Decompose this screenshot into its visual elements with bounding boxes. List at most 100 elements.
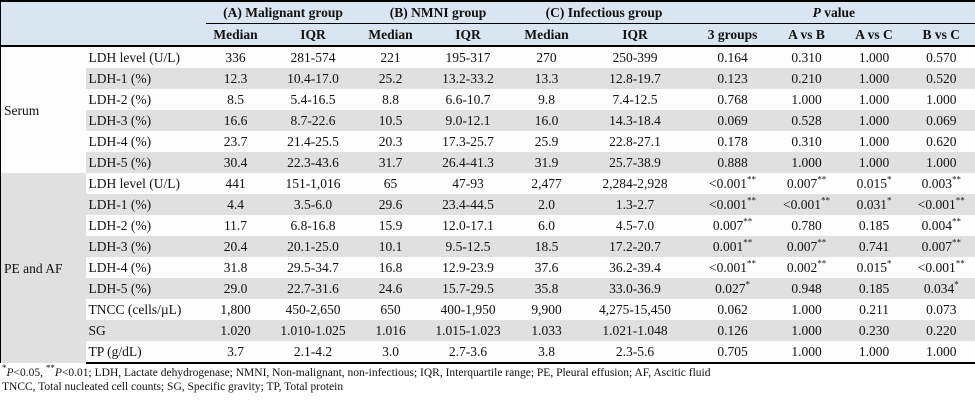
value-cell: 3.8 xyxy=(515,341,578,364)
value-cell: 20.3 xyxy=(360,131,421,152)
table-footnote: *P<0.05, **P<0.01; LDH, Lactate dehydrog… xyxy=(0,364,975,394)
value-cell: 1.020 xyxy=(205,320,266,341)
value-cell: 650 xyxy=(360,299,421,320)
value-cell: 0.741 xyxy=(840,236,908,257)
row-label: TNCC (cells/µL) xyxy=(85,299,206,320)
table-row: Serum LDH level (U/L) 336 281-574 221 195-317… xyxy=(0,46,975,173)
value-cell: 65 xyxy=(360,173,421,194)
value-cell: 13.2-33.2 xyxy=(420,68,516,89)
value-cell: 2.1-4.2 xyxy=(265,341,361,364)
significance-marker: * xyxy=(745,279,750,290)
column-group-header-2: (C) Infectious group xyxy=(515,1,693,24)
value-cell: 0.185 xyxy=(840,215,908,236)
sub-column-header-1: IQR xyxy=(265,23,361,47)
value-cell: <0.001** xyxy=(907,194,975,215)
value-cell: 1.000 xyxy=(772,341,841,364)
value-cell: 7.4-12.5 xyxy=(577,89,693,110)
value-cell: <0.001** xyxy=(692,194,773,215)
significance-marker: ** xyxy=(817,237,827,248)
column-group-header-1: (B) NMNI group xyxy=(360,1,516,24)
significance-marker: ** xyxy=(951,174,961,185)
value-cell: 0.780 xyxy=(772,215,841,236)
value-cell: 1.000 xyxy=(840,46,908,68)
value-cell: 20.4 xyxy=(205,236,266,257)
header-corner-blank xyxy=(0,1,206,47)
sub-column-header-4: Median xyxy=(515,23,578,47)
value-cell: 3.7 xyxy=(205,341,266,364)
value-cell: 3.5-6.0 xyxy=(265,194,361,215)
significance-marker: ** xyxy=(951,237,961,248)
value-cell: 0.031* xyxy=(840,194,908,215)
value-cell: 0.002** xyxy=(772,257,841,278)
value-cell: 17.2-20.7 xyxy=(577,236,693,257)
value-cell: 22.7-31.6 xyxy=(265,278,361,299)
value-cell: 0.015* xyxy=(840,173,908,194)
value-cell: 4.4 xyxy=(205,194,266,215)
value-cell: 37.6 xyxy=(515,257,578,278)
value-cell: 0.520 xyxy=(907,68,975,89)
value-cell: 0.001** xyxy=(692,236,773,257)
column-group-header-3: P value xyxy=(692,1,975,24)
value-cell: 29.6 xyxy=(360,194,421,215)
value-cell: 24.6 xyxy=(360,278,421,299)
significance-marker: ** xyxy=(955,258,965,269)
value-cell: 22.3-43.6 xyxy=(265,152,361,173)
value-cell: 11.7 xyxy=(205,215,266,236)
value-cell: 441 xyxy=(205,173,266,194)
row-label: LDH-5 (%) xyxy=(85,278,206,299)
table-row: LDH-5 (%) 30.4 22.3-43.6 31.7 26.4-41.3 31.9 2… xyxy=(1,152,975,173)
sub-column-header-8: A vs C xyxy=(840,23,908,47)
value-cell: 0.230 xyxy=(840,320,908,341)
value-cell: 8.8 xyxy=(360,89,421,110)
row-label: LDH-1 (%) xyxy=(85,194,206,215)
table-row: SG 1.020 1.010-1.025 1.016 1.015-1.023 1.033 1… xyxy=(1,320,975,341)
significance-marker: * xyxy=(886,174,892,185)
value-cell: 0.073 xyxy=(907,299,975,320)
value-cell: 1.000 xyxy=(772,299,841,320)
value-cell: <0.001** xyxy=(907,257,975,278)
value-cell: <0.001** xyxy=(692,257,773,278)
table-row: PE and AF LDH level (U/L) 441 151-1,016 65 47… xyxy=(0,173,975,363)
value-cell: 0.069 xyxy=(692,110,773,131)
value-cell: 12.0-17.1 xyxy=(420,215,516,236)
value-cell: 0.705 xyxy=(692,341,773,364)
value-cell: 15.7-29.5 xyxy=(420,278,516,299)
value-cell: 1.000 xyxy=(840,89,908,110)
value-cell: 4.5-7.0 xyxy=(577,215,693,236)
table-row: LDH-3 (%) 20.4 20.1-25.0 10.1 9.5-12.5 18.5 17… xyxy=(1,236,975,257)
significance-marker: * xyxy=(954,279,959,290)
value-cell: 0.126 xyxy=(692,320,773,341)
value-cell: 400-1,950 xyxy=(420,299,516,320)
value-cell: 6.0 xyxy=(515,215,578,236)
value-cell: 21.4-25.5 xyxy=(265,131,361,152)
value-cell: 16.0 xyxy=(515,110,578,131)
table-row: LDH-1 (%) 4.4 3.5-6.0 29.6 23.4-44.5 2.0 1.3-2… xyxy=(1,194,975,215)
value-cell: 1.021-1.048 xyxy=(577,320,693,341)
value-cell: 1.000 xyxy=(840,68,908,89)
value-cell: 9.0-12.1 xyxy=(420,110,516,131)
value-cell: 1.000 xyxy=(907,89,975,110)
value-cell: 47-93 xyxy=(420,173,516,194)
value-cell: 23.4-44.5 xyxy=(420,194,516,215)
value-cell: 0.007** xyxy=(772,173,841,194)
significance-marker: * xyxy=(886,195,892,206)
value-cell: 2,284-2,928 xyxy=(577,173,693,194)
value-cell: 22.8-27.1 xyxy=(577,131,693,152)
value-cell: 0.007** xyxy=(692,215,773,236)
value-cell: 0.528 xyxy=(772,110,841,131)
value-cell: 0.034* xyxy=(907,278,975,299)
row-label: LDH-1 (%) xyxy=(85,68,206,89)
value-cell: 1.3-2.7 xyxy=(577,194,693,215)
value-cell: 1.000 xyxy=(907,152,975,173)
column-group-header-0: (A) Malignant group xyxy=(205,1,361,24)
value-cell: 0.310 xyxy=(772,46,841,68)
value-cell: 2.0 xyxy=(515,194,578,215)
row-label: TP (g/dL) xyxy=(85,341,206,364)
significance-marker: ** xyxy=(817,174,827,185)
sub-column-header-6: 3 groups xyxy=(692,23,773,47)
significance-marker: ** xyxy=(955,195,965,206)
value-cell: 1.000 xyxy=(840,341,908,364)
value-cell: 12.3 xyxy=(205,68,266,89)
row-label: LDH-5 (%) xyxy=(85,152,206,173)
